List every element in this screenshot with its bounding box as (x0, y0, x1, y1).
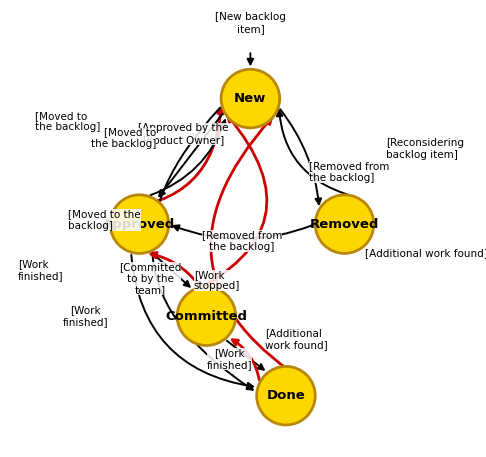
Circle shape (110, 195, 169, 253)
Circle shape (315, 195, 374, 253)
Text: [Work
finished]: [Work finished] (18, 259, 64, 281)
Text: New: New (234, 92, 266, 105)
Circle shape (221, 69, 279, 128)
Text: Removed: Removed (310, 218, 379, 231)
Text: [Work
finished]: [Work finished] (62, 305, 108, 327)
Text: [Approved by the
Product Owner]: [Approved by the Product Owner] (138, 123, 229, 144)
Text: [Moved to
the backlog]: [Moved to the backlog] (91, 128, 156, 149)
Text: [Moved to
the backlog]: [Moved to the backlog] (35, 111, 100, 133)
Circle shape (177, 287, 236, 345)
Text: Approved: Approved (104, 218, 175, 231)
Text: [Work
stopped]: [Work stopped] (194, 270, 240, 292)
Text: Done: Done (267, 389, 305, 402)
Circle shape (257, 367, 315, 425)
Text: [Removed from
the backlog]: [Removed from the backlog] (309, 161, 389, 183)
Text: [Work
finished]: [Work finished] (207, 349, 252, 370)
Text: [Moved to the
backlog]: [Moved to the backlog] (69, 209, 141, 231)
Text: [Removed from
the backlog]: [Removed from the backlog] (202, 230, 282, 252)
Text: [New backlog
item]: [New backlog item] (215, 12, 286, 34)
Text: [Additional work found]: [Additional work found] (365, 249, 486, 258)
Text: [Committed
to by the
team]: [Committed to by the team] (119, 262, 181, 295)
Text: [Reconsidering
backlog item]: [Reconsidering backlog item] (386, 138, 465, 159)
Text: [Additional
work found]: [Additional work found] (265, 329, 328, 350)
Text: Committed: Committed (165, 310, 247, 323)
